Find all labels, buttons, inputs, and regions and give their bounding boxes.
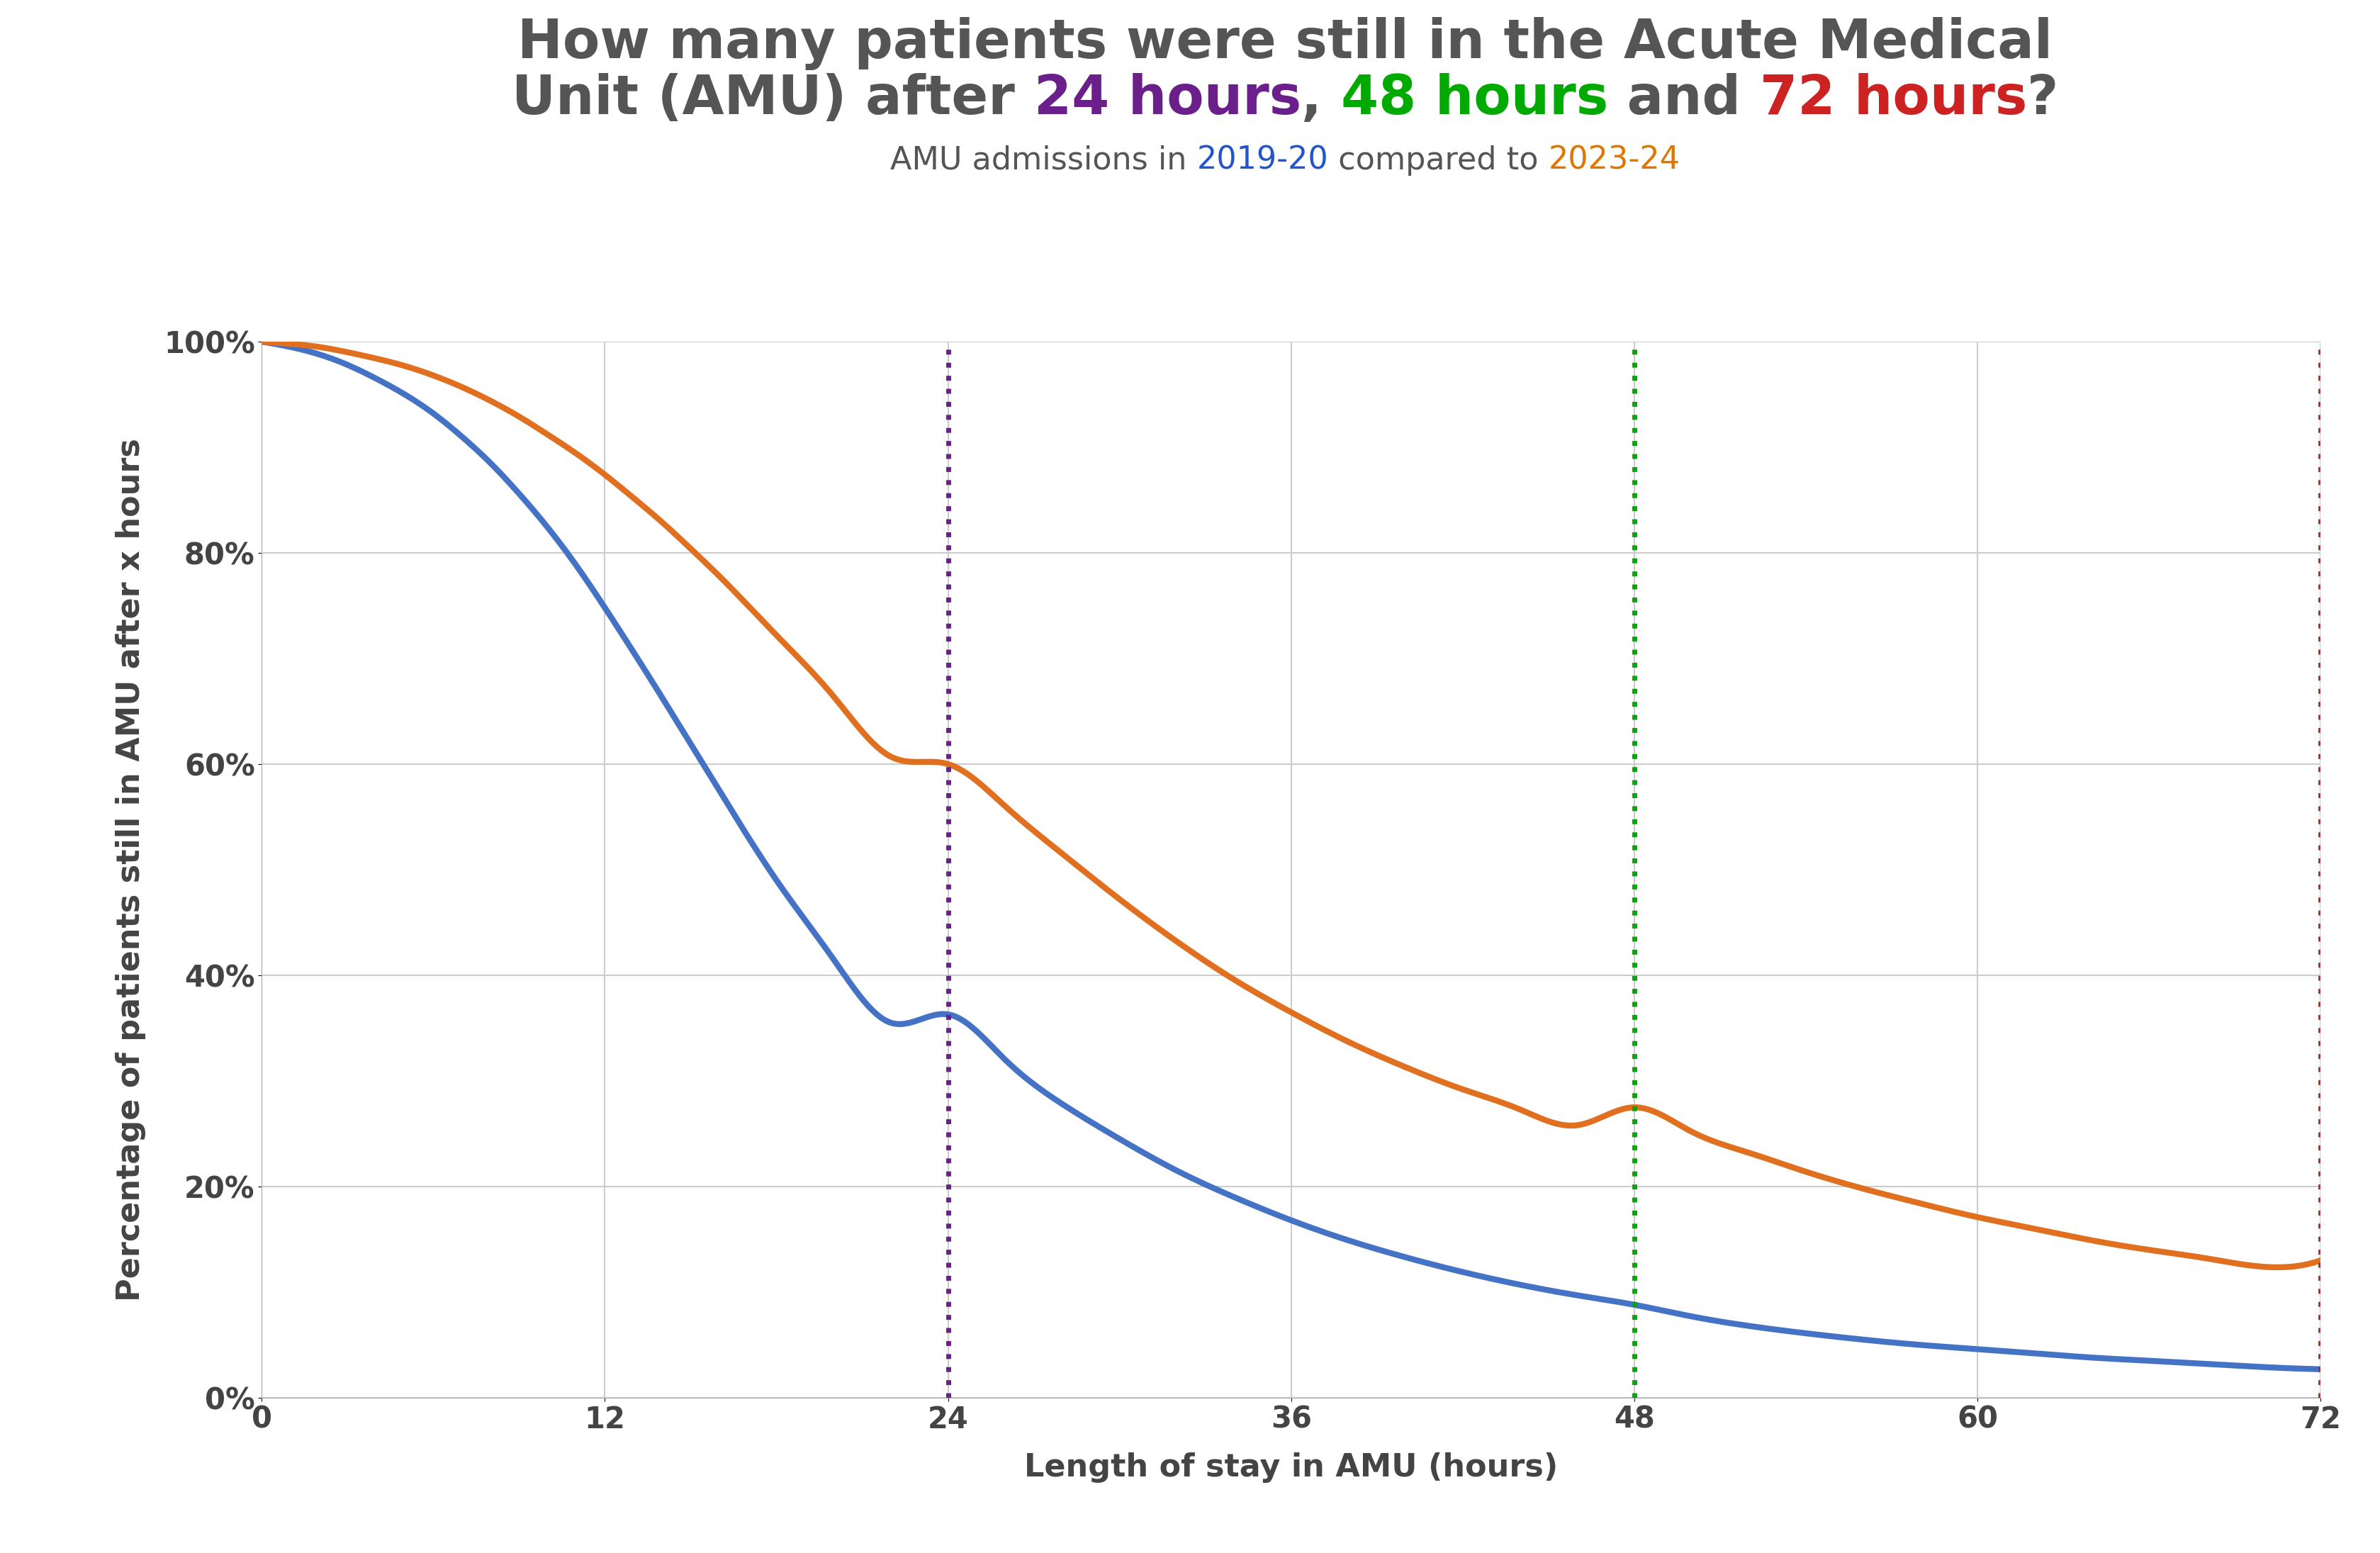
Text: 2019-20: 2019-20 [1197, 144, 1328, 175]
Text: 2023-24: 2023-24 [1549, 144, 1680, 175]
Text: Unit (AMU) after: Unit (AMU) after [512, 73, 1033, 126]
Text: 48 hours: 48 hours [1340, 73, 1609, 126]
Text: ,: , [1302, 73, 1340, 126]
Text: and: and [1609, 73, 1759, 126]
Text: ?: ? [2028, 73, 2059, 126]
X-axis label: Length of stay in AMU (hours): Length of stay in AMU (hours) [1023, 1452, 1559, 1483]
Text: 72 hours: 72 hours [1759, 73, 2028, 126]
Y-axis label: Percentage of patients still in AMU after x hours: Percentage of patients still in AMU afte… [117, 438, 145, 1301]
Text: compared to: compared to [1328, 144, 1549, 175]
Text: How many patients were still in the Acute Medical: How many patients were still in the Acut… [516, 17, 2054, 70]
Text: 24 hours: 24 hours [1033, 73, 1302, 126]
Text: AMU admissions in: AMU admissions in [890, 144, 1197, 175]
